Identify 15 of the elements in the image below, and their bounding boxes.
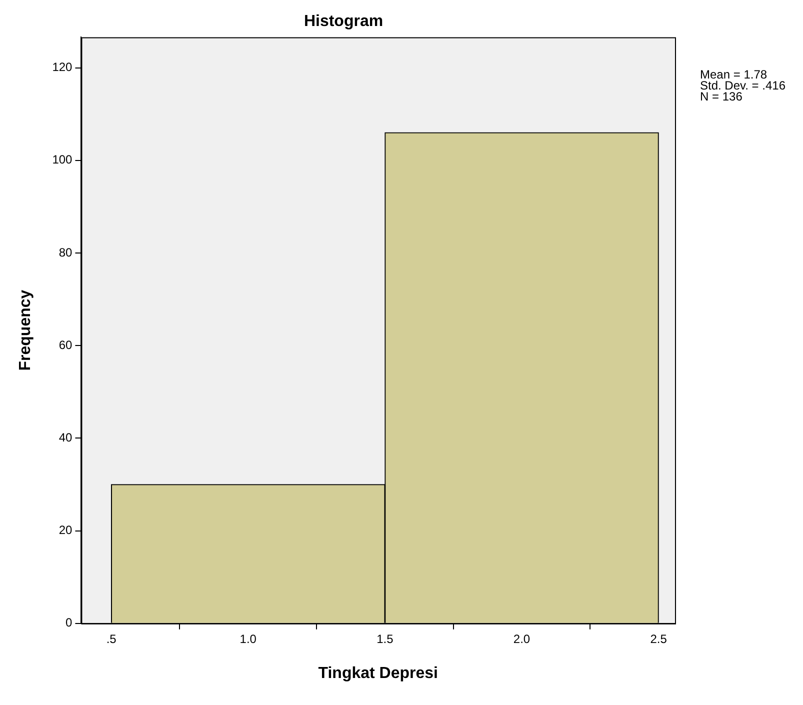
- y-axis-title: Frequency: [17, 290, 34, 371]
- x-tick-label: 2.5: [650, 632, 668, 646]
- y-tick-label: 60: [58, 338, 73, 352]
- y-tick-label: 20: [58, 523, 73, 538]
- x-tick-label: 1.0: [240, 632, 257, 646]
- y-tick-label: 100: [52, 152, 73, 167]
- y-tick-label: 40: [58, 430, 73, 444]
- x-axis-title: Tingkat Depresi: [318, 664, 438, 682]
- x-tick-label: .5: [106, 632, 117, 646]
- y-tick-label: 120: [52, 60, 73, 74]
- y-tick-label: 80: [58, 245, 73, 260]
- chart-title: Histogram: [304, 13, 384, 30]
- x-tick-label: 1.5: [376, 632, 394, 646]
- x-tick-label: 2.0: [513, 632, 530, 646]
- y-tick-label: 0: [66, 616, 73, 630]
